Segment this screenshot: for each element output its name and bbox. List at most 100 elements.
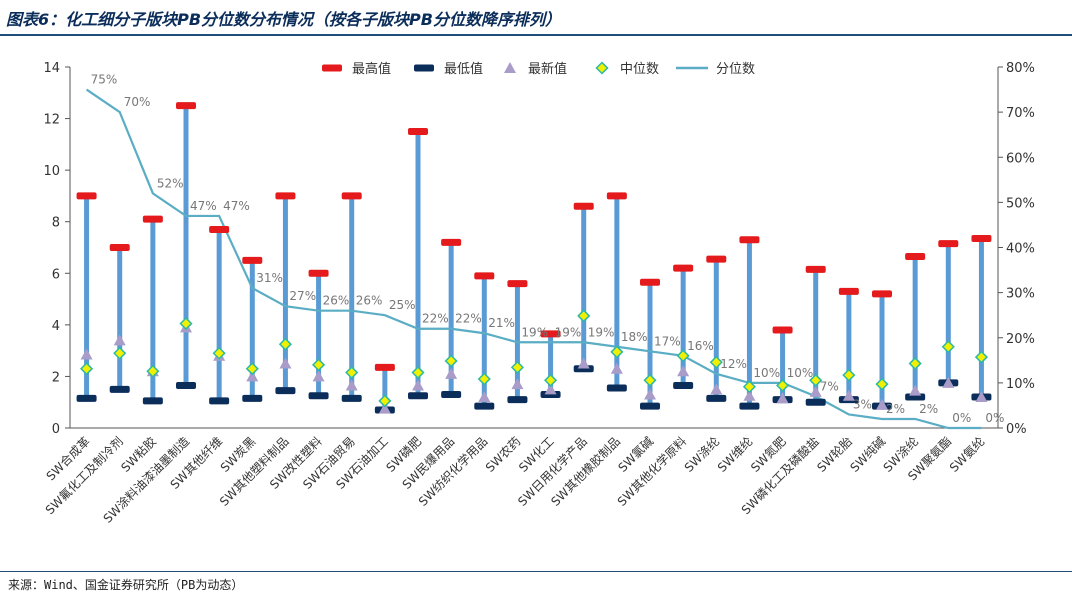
category-label: SW纯碱 xyxy=(847,434,888,475)
legend-max-swatch xyxy=(322,64,342,72)
right-tick-label: 50% xyxy=(1006,196,1035,211)
median-marker xyxy=(113,346,127,360)
latest-marker xyxy=(876,398,888,410)
median-marker xyxy=(444,354,458,368)
percentile-label: 26% xyxy=(356,294,383,308)
legend-median-swatch xyxy=(595,61,609,75)
category-label: SW涤纶 xyxy=(682,434,723,475)
left-tick-label: 12 xyxy=(43,113,60,128)
legend-min-label: 最低值 xyxy=(444,61,483,77)
median-marker xyxy=(709,355,723,369)
footer-divider xyxy=(0,571,1072,572)
latest-marker xyxy=(113,334,126,346)
max-marker xyxy=(606,192,627,200)
left-tick-label: 0 xyxy=(52,422,60,437)
category-label: SW氨纶 xyxy=(947,434,988,475)
left-tick-label: 6 xyxy=(52,267,60,282)
latest-marker xyxy=(942,376,955,388)
max-marker xyxy=(374,363,395,371)
range-bars xyxy=(84,105,984,410)
percentile-label: 47% xyxy=(190,199,217,213)
percentile-label: 2% xyxy=(886,402,905,416)
percentile-label: 21% xyxy=(488,316,515,330)
max-marker xyxy=(176,102,196,110)
min-marker xyxy=(408,392,428,400)
latest-marker xyxy=(842,389,855,401)
max-marker xyxy=(673,264,694,272)
latest-marker xyxy=(710,383,723,395)
min-marker xyxy=(606,384,627,392)
median-marker xyxy=(378,394,392,408)
median-marker xyxy=(577,309,591,323)
max-marker xyxy=(474,272,495,280)
max-marker xyxy=(142,215,163,223)
median-marker xyxy=(643,373,657,387)
max-marker xyxy=(805,265,826,273)
min-marker xyxy=(109,385,130,393)
median-marker xyxy=(544,373,558,387)
title-divider xyxy=(0,34,1072,36)
pb-percentile-chart: 0 2 4 6 8 10 12 14 0% 10% 20% 30% 40% 50% 60% 70% 80% SW… xyxy=(42,61,1035,526)
percentile-label: 27% xyxy=(289,289,316,303)
left-tick-label: 10 xyxy=(43,164,60,179)
right-tick-label: 30% xyxy=(1006,287,1035,302)
latest-marker xyxy=(909,384,922,396)
median-marker xyxy=(312,358,326,372)
percentile-line xyxy=(85,88,982,430)
left-tick-label: 14 xyxy=(43,61,60,76)
latest-marker xyxy=(445,367,458,379)
legend-latest-label: 最新值 xyxy=(528,61,567,77)
max-marker xyxy=(706,255,727,263)
right-tick-label: 60% xyxy=(1006,151,1035,166)
source-note: 来源：Wind、国金证券研究所（PB为动态） xyxy=(8,578,244,592)
median-marker xyxy=(179,317,193,331)
latest-marker xyxy=(577,357,590,369)
max-marker xyxy=(540,330,561,338)
max-marker xyxy=(938,240,959,248)
percentile-label: 52% xyxy=(157,176,184,190)
legend-percentile-label: 分位数 xyxy=(716,62,755,77)
min-marker xyxy=(242,394,263,402)
max-marker xyxy=(772,326,793,334)
median-marker xyxy=(974,350,988,364)
min-marker xyxy=(341,394,362,402)
max-marker xyxy=(441,238,462,246)
min-marker xyxy=(76,394,97,402)
latest-marker xyxy=(544,383,557,395)
max-marker xyxy=(640,278,660,286)
median-marker xyxy=(146,364,160,378)
legend-latest-swatch xyxy=(504,62,516,73)
max-marker xyxy=(308,269,329,277)
max-marker xyxy=(507,280,528,288)
right-tick-label: 0% xyxy=(1006,422,1027,437)
percentile-polyline xyxy=(85,88,982,430)
median-marker xyxy=(676,349,690,363)
median-marker xyxy=(510,360,524,374)
median-marker xyxy=(610,345,624,359)
min-marker xyxy=(209,397,230,405)
median-marker xyxy=(245,362,259,376)
median-marker xyxy=(80,362,94,376)
median-marker xyxy=(875,377,889,391)
percentile-label: 2% xyxy=(919,402,938,416)
max-marker xyxy=(209,225,230,233)
chart-title: 图表6：化工细分子版块PB分位数分布情况（按各子版块PB分位数降序排列） xyxy=(6,10,561,29)
percentile-label: 19% xyxy=(521,325,548,339)
percentile-label: 17% xyxy=(654,334,681,348)
category-label: SW农药 xyxy=(483,434,524,475)
latest-marker xyxy=(975,391,988,403)
percentile-label: 22% xyxy=(422,312,449,326)
percentile-label: 0% xyxy=(952,411,971,425)
min-marker xyxy=(640,402,660,410)
left-tick-label: 8 xyxy=(52,216,60,231)
median-marker xyxy=(278,337,292,351)
percentile-label: 31% xyxy=(256,271,283,285)
percentile-label: 10% xyxy=(787,366,814,380)
percentile-label: 70% xyxy=(124,95,151,109)
min-marker xyxy=(308,392,329,400)
max-marker xyxy=(739,236,760,244)
latest-marker xyxy=(809,385,822,397)
max-marker xyxy=(242,256,263,264)
percentile-label: 12% xyxy=(720,357,747,371)
right-tick-label: 80% xyxy=(1006,61,1035,76)
